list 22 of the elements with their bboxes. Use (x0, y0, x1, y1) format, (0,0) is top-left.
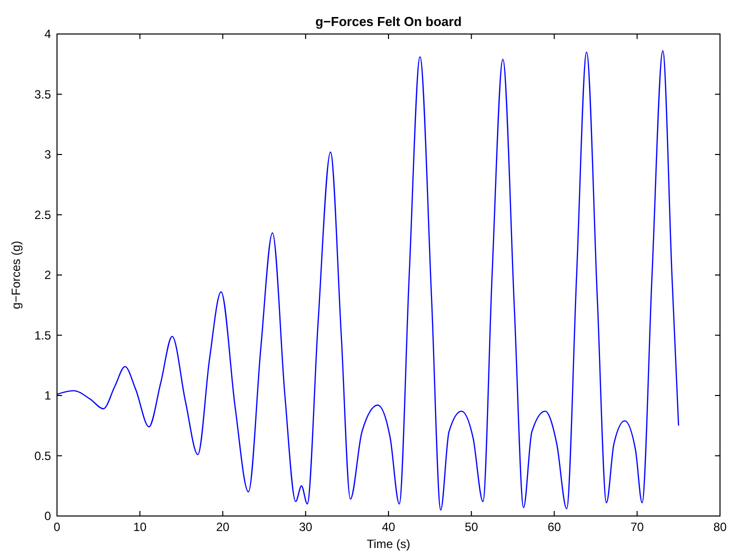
y-tick-label: 3 (44, 148, 52, 162)
line-series (56, 50, 680, 511)
y-tick-label: 2 (44, 268, 52, 282)
x-tick-label: 30 (298, 520, 313, 534)
x-tick-label: 80 (713, 520, 727, 534)
y-tick-label: 0 (44, 509, 52, 523)
y-tick-label: 1.5 (34, 328, 52, 342)
y-tick-label: 0.5 (34, 448, 52, 463)
y-axis-title: g−Forces (g) (9, 240, 23, 310)
y-tick-label: 2.5 (34, 208, 52, 222)
y-tick-label: 3.5 (34, 87, 52, 102)
x-tick-label: 10 (133, 520, 147, 534)
x-axis-title: Time (s) (366, 537, 410, 551)
x-tick-label: 20 (216, 520, 230, 534)
chart-title: g−Forces Felt On board (315, 14, 462, 29)
y-tick-label: 1 (44, 388, 52, 402)
x-tick-label: 60 (548, 520, 562, 534)
x-tick-label: 40 (382, 520, 396, 534)
y-tick-label: 4 (44, 27, 52, 41)
x-tick-label: 70 (630, 520, 644, 534)
x-tick-label: 0 (54, 520, 61, 534)
x-tick-label: 50 (464, 520, 478, 534)
